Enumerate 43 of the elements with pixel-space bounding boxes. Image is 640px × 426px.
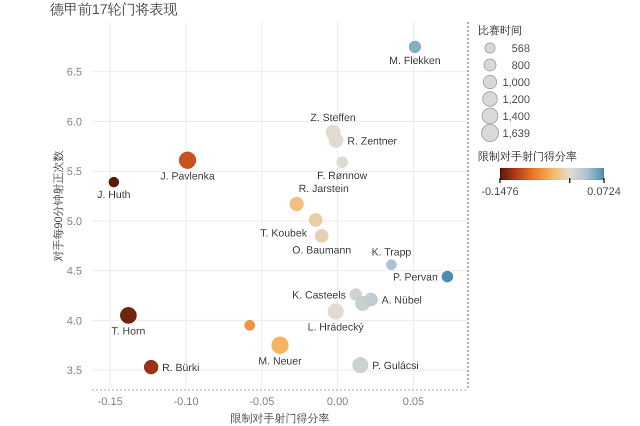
series-label: L. Hrádecký <box>308 321 364 334</box>
series-label: P. Gulácsi <box>372 360 419 372</box>
series-label: P. Pervan <box>393 272 438 284</box>
y-tick-label: 3.5 <box>66 365 82 378</box>
y-tick-label: 4.0 <box>66 315 82 328</box>
x-tick-label: -0.10 <box>173 396 199 408</box>
series-label: J. Huth <box>97 189 131 202</box>
color-bar-label: -0.1476 <box>481 186 519 198</box>
x-axis-title: 限制对手射门得分率 <box>230 412 330 425</box>
series-label: T. Horn <box>111 326 146 338</box>
series-label: R. Bürki <box>162 362 200 374</box>
y-tick-label: 5.5 <box>66 166 82 178</box>
chart-title: 德甲前17轮门将表现 <box>50 1 178 17</box>
y-tick-label: 5.0 <box>66 216 82 228</box>
y-tick-label: 4.5 <box>66 266 82 278</box>
legend-label: 800 <box>512 60 530 72</box>
series-label: A. Nübel <box>382 294 422 306</box>
series-label: M. Flekken <box>389 54 441 67</box>
x-tick-label: 0.00 <box>326 396 348 408</box>
color-bar-label: 0.0724 <box>587 186 621 198</box>
legend-label: 1,639 <box>502 128 530 140</box>
series-label: Z. Steffen <box>310 112 356 124</box>
y-tick-label: 6.0 <box>66 116 82 128</box>
x-tick-label: 0.05 <box>402 396 424 408</box>
y-axis-title: 对手每90分钟射正次数 <box>52 150 65 262</box>
series-label: K. Casteels <box>292 290 346 302</box>
legend-label: 1,000 <box>502 77 530 89</box>
legend-label: 1,400 <box>502 111 530 123</box>
color-bar-title: 限制对手射门得分率 <box>478 150 577 163</box>
series-label: R. Zentner <box>347 135 398 148</box>
y-tick-label: 6.5 <box>66 66 82 79</box>
series-label: F. Rønnow <box>317 170 368 182</box>
legend-title: 比赛时间 <box>478 24 522 37</box>
series-label: M. Neuer <box>258 356 302 368</box>
series-label: K. Trapp <box>372 246 412 259</box>
series-label: J. Pavlenka <box>160 170 215 183</box>
legend-label: 1,200 <box>502 94 530 106</box>
legend-label: 568 <box>512 43 530 55</box>
x-tick-label: -0.05 <box>249 396 274 408</box>
series-label: O. Baumann <box>292 244 352 256</box>
series-label: R. Jarstein <box>298 183 350 196</box>
series-label: T. Koubek <box>260 228 308 240</box>
x-tick-label: -0.15 <box>98 396 123 408</box>
